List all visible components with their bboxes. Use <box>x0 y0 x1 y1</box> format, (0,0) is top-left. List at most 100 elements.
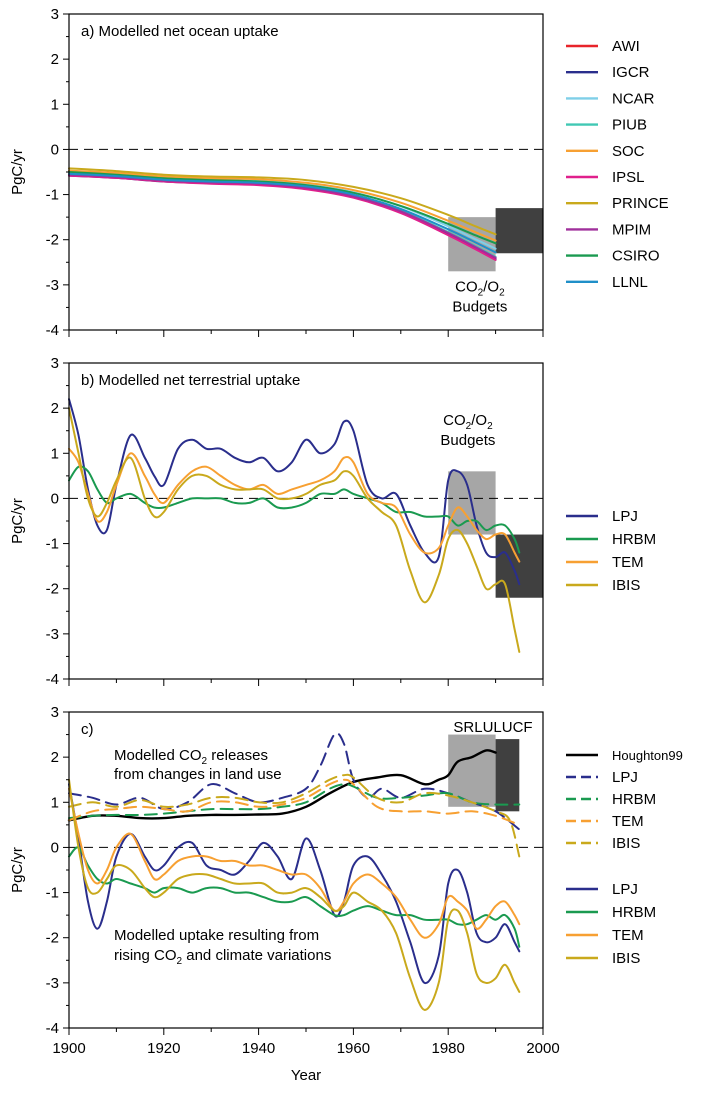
y-tick-label: -3 <box>46 975 59 992</box>
legend-label: IBIS <box>612 577 640 594</box>
panel-c: -4 -3 -2 -1 0 1 2 3 1900 1920 1940 1960 1980 2000 PgC/… <box>9 704 683 1084</box>
y-tick-label: 2 <box>51 749 59 766</box>
y-tick-label: -4 <box>46 322 59 339</box>
y-tick-label: 0 <box>51 490 59 507</box>
legend-label: IBIS <box>612 835 640 852</box>
legend-label: MPIM <box>612 221 651 238</box>
subscript: 2 <box>466 421 472 432</box>
legend-label: LPJ <box>612 508 638 525</box>
y-tick-label: -1 <box>46 187 59 204</box>
series-line-tem <box>68 447 521 563</box>
series-line-houghton99-releases <box>67 749 497 822</box>
panel-b: -4 -3 -2 -1 0 1 2 3 PgC/yr b) Modelled net terres… <box>9 355 656 688</box>
series-line-hrbm-releases <box>68 783 521 820</box>
series-line-prince <box>68 167 497 236</box>
legend-label: LPJ <box>612 881 638 898</box>
y-tick-label: -2 <box>46 581 59 598</box>
legend-label: CSIRO <box>612 248 660 265</box>
budget-box <box>495 739 520 812</box>
subscript: 2 <box>177 956 183 967</box>
uptake-annotation-line2: rising CO2 and climate variations <box>114 947 331 967</box>
subscript: 2 <box>478 287 484 298</box>
text-part: Modelled CO <box>114 747 202 764</box>
legend-label: PRINCE <box>612 195 669 212</box>
y-tick-label: 1 <box>51 96 59 113</box>
y-tick-label: -1 <box>46 885 59 902</box>
y-tick-label: -2 <box>46 232 59 249</box>
y-axis-label: PgC/yr <box>9 847 26 893</box>
y-tick-label: -3 <box>46 277 59 294</box>
text-part: rising CO <box>114 947 177 964</box>
text-part: and climate variations <box>182 947 331 964</box>
panel-title: a) Modelled net ocean uptake <box>81 23 279 40</box>
y-tick-label: 1 <box>51 794 59 811</box>
budget-box <box>495 534 543 598</box>
y-tick-label: -4 <box>46 1020 59 1037</box>
y-tick-label: -4 <box>46 671 59 688</box>
y-axis-label: PgC/yr <box>9 498 26 544</box>
series-line-ibis-releases <box>68 773 521 858</box>
series-line-llnl <box>68 172 497 254</box>
y-axis-label: PgC/yr <box>9 149 26 195</box>
series-line-ibis <box>68 407 521 653</box>
legend-label: LLNL <box>612 274 648 291</box>
budget-box <box>495 208 543 254</box>
panel-title: c) <box>81 721 94 738</box>
x-tick-label: 1920 <box>147 1040 180 1057</box>
srlulucf-label: SRLULUCF <box>453 719 532 736</box>
series-line-tem-uptake <box>68 787 521 939</box>
legend-label: IBIS <box>612 950 640 967</box>
legend-label: LPJ <box>612 769 638 786</box>
legend-label: TEM <box>612 554 644 571</box>
text-part: releases <box>207 747 268 764</box>
box-label: CO2/O2 <box>443 412 493 432</box>
releases-annotation-line2: from changes in land use <box>114 766 282 783</box>
x-tick-label: 1900 <box>52 1040 85 1057</box>
series-line-soc <box>68 169 497 242</box>
panel-title: b) Modelled net terrestrial uptake <box>81 372 300 389</box>
y-tick-label: 3 <box>51 704 59 721</box>
legend-label: PIUB <box>612 117 647 134</box>
legend-label: SOC <box>612 143 645 160</box>
y-tick-label: 3 <box>51 6 59 23</box>
y-tick-label: 3 <box>51 355 59 372</box>
text-part: CO <box>455 278 478 295</box>
y-tick-label: -3 <box>46 626 59 643</box>
subscript: 2 <box>487 421 493 432</box>
legend-label: AWI <box>612 38 640 55</box>
panel-a: -4 -3 -2 -1 0 1 2 3 PgC/yr a) Modelled net ocean … <box>9 6 669 339</box>
x-tick-label: 1960 <box>337 1040 370 1057</box>
legend-label: Houghton99 <box>612 748 683 763</box>
legend-label: HRBM <box>612 531 656 548</box>
text-part: CO <box>443 412 466 429</box>
series-line-ibis-uptake <box>68 778 521 1011</box>
text-part: /O <box>483 278 499 295</box>
y-tick-label: -2 <box>46 930 59 947</box>
legend-label: HRBM <box>612 904 656 921</box>
y-tick-label: -1 <box>46 536 59 553</box>
legend-label: NCAR <box>612 90 655 107</box>
x-tick-label: 1940 <box>242 1040 275 1057</box>
legend-label: IGCR <box>612 64 650 81</box>
box-label-line2: Budgets <box>452 298 507 315</box>
x-tick-label: 1980 <box>432 1040 465 1057</box>
legend-label: HRBM <box>612 791 656 808</box>
y-tick-label: 2 <box>51 51 59 68</box>
x-axis-label: Year <box>291 1067 321 1084</box>
releases-annotation-line1: Modelled CO2 releases <box>114 747 268 767</box>
y-tick-label: 2 <box>51 400 59 417</box>
series-line-tem-releases <box>68 778 521 826</box>
legend-label: IPSL <box>612 169 645 186</box>
uptake-annotation-line1: Modelled uptake resulting from <box>114 927 319 944</box>
series-line-lpj-releases <box>68 732 521 831</box>
subscript: 2 <box>202 756 208 767</box>
series-line-hrbm <box>68 465 521 554</box>
box-label: CO2/O2 <box>455 278 505 298</box>
x-tick-label: 2000 <box>526 1040 559 1057</box>
series-line-lpj <box>68 398 521 586</box>
text-part: /O <box>471 412 487 429</box>
budget-box <box>448 734 496 807</box>
subscript: 2 <box>499 287 505 298</box>
series-line-csiro <box>68 171 497 245</box>
y-tick-label: 1 <box>51 445 59 462</box>
